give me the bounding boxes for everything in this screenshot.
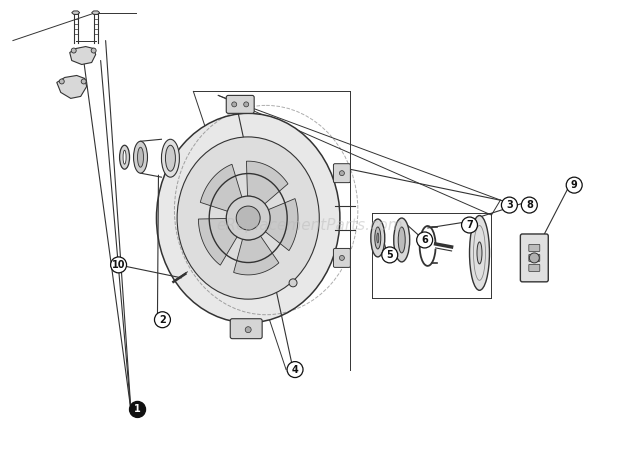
Circle shape xyxy=(110,257,126,273)
Polygon shape xyxy=(198,218,237,265)
Text: 8: 8 xyxy=(526,200,533,210)
FancyBboxPatch shape xyxy=(226,96,254,113)
Circle shape xyxy=(289,279,297,287)
Ellipse shape xyxy=(166,145,175,171)
Polygon shape xyxy=(234,235,279,275)
Circle shape xyxy=(417,232,433,248)
FancyBboxPatch shape xyxy=(520,234,548,282)
Circle shape xyxy=(339,255,344,260)
Circle shape xyxy=(130,401,146,417)
Circle shape xyxy=(502,197,517,213)
Polygon shape xyxy=(200,164,242,212)
Circle shape xyxy=(226,196,270,240)
Circle shape xyxy=(232,102,237,107)
Text: 4: 4 xyxy=(291,365,298,375)
Ellipse shape xyxy=(161,139,179,177)
Circle shape xyxy=(91,48,96,53)
Ellipse shape xyxy=(377,233,379,243)
Polygon shape xyxy=(246,161,288,205)
Ellipse shape xyxy=(371,219,385,257)
Ellipse shape xyxy=(469,216,489,290)
Ellipse shape xyxy=(477,242,482,264)
Circle shape xyxy=(60,79,64,84)
Ellipse shape xyxy=(394,218,410,262)
FancyBboxPatch shape xyxy=(529,244,540,251)
Circle shape xyxy=(244,102,249,107)
Polygon shape xyxy=(264,199,298,250)
FancyBboxPatch shape xyxy=(230,319,262,339)
Circle shape xyxy=(71,48,76,53)
Polygon shape xyxy=(92,11,100,14)
Ellipse shape xyxy=(123,150,126,164)
Text: 7: 7 xyxy=(466,220,473,230)
Circle shape xyxy=(245,327,251,333)
FancyBboxPatch shape xyxy=(529,255,540,261)
Circle shape xyxy=(521,197,538,213)
Polygon shape xyxy=(69,47,95,64)
Circle shape xyxy=(81,79,86,84)
FancyBboxPatch shape xyxy=(334,249,350,267)
Circle shape xyxy=(382,247,398,263)
Ellipse shape xyxy=(177,137,319,299)
Circle shape xyxy=(154,312,170,328)
Circle shape xyxy=(529,253,539,263)
Ellipse shape xyxy=(133,141,148,173)
Circle shape xyxy=(566,177,582,193)
Circle shape xyxy=(461,217,477,233)
Ellipse shape xyxy=(156,113,340,323)
Text: 5: 5 xyxy=(386,250,393,260)
Text: 3: 3 xyxy=(506,200,513,210)
Text: 2: 2 xyxy=(159,315,166,325)
FancyBboxPatch shape xyxy=(529,265,540,271)
Text: 6: 6 xyxy=(421,235,428,245)
Ellipse shape xyxy=(375,227,381,249)
Ellipse shape xyxy=(138,147,143,167)
Circle shape xyxy=(236,206,260,230)
Circle shape xyxy=(339,170,344,175)
Circle shape xyxy=(287,361,303,377)
Text: 10: 10 xyxy=(112,260,125,270)
Ellipse shape xyxy=(120,145,130,169)
Text: 9: 9 xyxy=(571,180,578,190)
Text: 1: 1 xyxy=(134,404,141,414)
Ellipse shape xyxy=(398,227,405,253)
FancyBboxPatch shape xyxy=(334,164,350,183)
Polygon shape xyxy=(72,11,80,14)
Text: eReplacementParts.com: eReplacementParts.com xyxy=(216,218,404,233)
Polygon shape xyxy=(57,75,87,98)
